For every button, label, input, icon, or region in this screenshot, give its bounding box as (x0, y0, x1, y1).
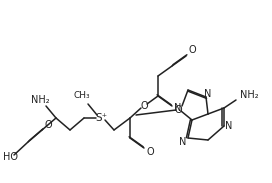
Text: O: O (140, 101, 148, 111)
Text: N: N (179, 137, 187, 147)
Text: O: O (188, 45, 196, 55)
Text: N: N (225, 121, 233, 131)
Text: HO: HO (2, 152, 17, 162)
Text: S⁺: S⁺ (95, 113, 107, 123)
Text: N: N (174, 103, 182, 113)
Text: CH₃: CH₃ (74, 92, 90, 100)
Text: O: O (174, 105, 182, 115)
Text: O: O (44, 120, 52, 130)
Text: NH₂: NH₂ (31, 95, 49, 105)
Text: N: N (204, 89, 212, 99)
Text: O: O (146, 147, 154, 157)
Text: NH₂: NH₂ (240, 90, 259, 100)
